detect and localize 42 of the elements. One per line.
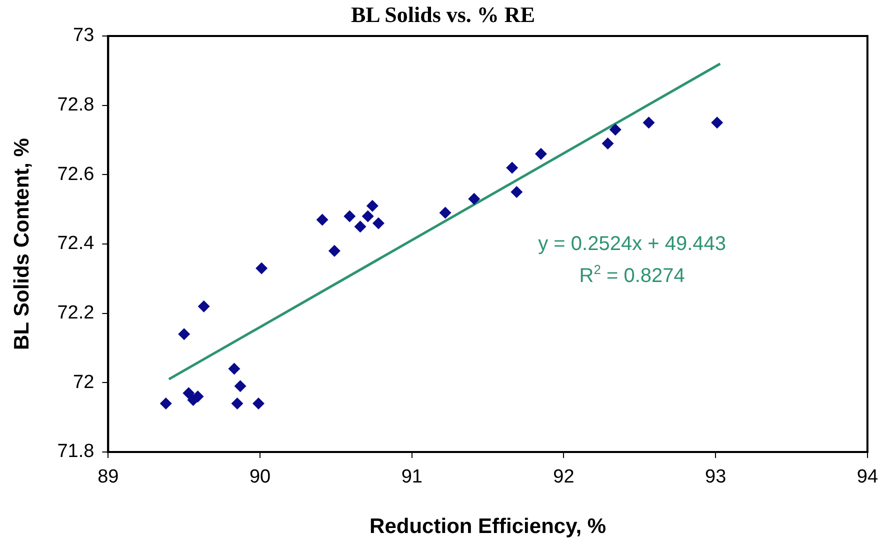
x-tick-label: 92 <box>553 466 574 488</box>
annotation: y = 0.2524x + 49.443 <box>538 233 726 256</box>
x-tick-label: 94 <box>856 466 878 488</box>
point <box>642 116 655 129</box>
y-tick-label: 72.8 <box>57 94 94 116</box>
point <box>362 210 374 222</box>
point <box>372 217 384 230</box>
point <box>344 210 356 222</box>
point <box>256 262 268 274</box>
point <box>366 200 378 212</box>
y-tick-label: 72.2 <box>57 302 94 324</box>
point <box>234 380 246 392</box>
point <box>178 328 190 340</box>
point <box>160 397 172 410</box>
y-axis-title: BL Solids Content, % <box>10 138 34 350</box>
point <box>510 186 523 198</box>
point <box>252 397 265 410</box>
point <box>468 192 480 205</box>
point <box>328 244 340 257</box>
x-tick-label: 89 <box>98 466 119 488</box>
point <box>316 214 328 226</box>
chart-title: BL Solids vs. % RE <box>350 2 535 27</box>
y-tick-label: 72 <box>73 372 94 393</box>
point <box>182 387 195 400</box>
point <box>711 116 724 129</box>
point <box>231 397 244 410</box>
x-tick-label: 90 <box>249 466 271 488</box>
y-tick-label: 72.4 <box>57 233 95 254</box>
point <box>534 148 547 160</box>
point <box>228 362 240 375</box>
point <box>439 206 452 219</box>
x-axis-title: Reduction Efficiency, % <box>370 515 606 538</box>
x-tick-label: 91 <box>401 466 422 488</box>
y-tick-label: 73 <box>73 25 94 46</box>
point <box>354 220 366 233</box>
y-tick-label: 71.8 <box>57 441 94 462</box>
point <box>609 124 622 136</box>
point <box>506 162 518 174</box>
y-tick-label: 72.6 <box>57 164 94 185</box>
point <box>602 137 614 150</box>
point <box>198 300 210 312</box>
x-tick-label: 93 <box>705 466 726 488</box>
